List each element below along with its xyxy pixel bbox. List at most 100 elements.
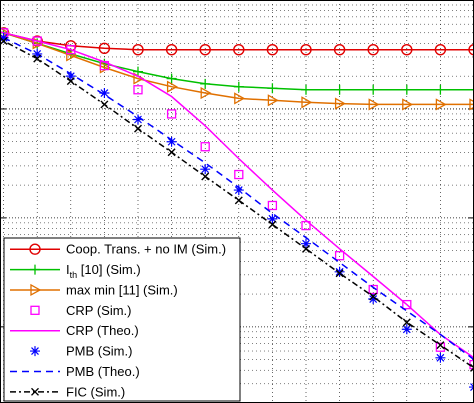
legend-entry: FIC (Sim.) xyxy=(10,384,125,399)
data-point xyxy=(301,96,313,109)
data-point xyxy=(401,84,412,95)
legend-label: CRP (Theo.) xyxy=(66,323,139,338)
data-point xyxy=(233,43,245,56)
legend: Coop. Trans. + no IM (Sim.) Ith [10] (Sim… xyxy=(3,237,241,402)
data-point xyxy=(300,43,312,56)
data-point xyxy=(468,43,474,56)
data-point xyxy=(65,71,76,82)
data-point xyxy=(334,84,345,95)
data-point xyxy=(368,84,379,95)
legend-entry: Ith [10] (Sim.) xyxy=(10,262,141,280)
data-point xyxy=(166,109,177,119)
data-point xyxy=(434,43,447,56)
data-point xyxy=(134,124,142,133)
data-point xyxy=(99,88,110,99)
data-point xyxy=(301,220,311,231)
data-point xyxy=(166,80,178,93)
data-point xyxy=(66,49,78,62)
legend-entry: CRP (Sim.) xyxy=(30,303,131,318)
data-point xyxy=(33,54,42,63)
legend-label: PMB (Theo.) xyxy=(66,364,140,379)
data-point xyxy=(200,164,211,175)
data-point xyxy=(334,266,345,277)
data-point xyxy=(470,363,474,372)
data-point xyxy=(402,299,412,310)
data-point xyxy=(435,98,447,111)
data-point xyxy=(199,43,211,56)
data-point xyxy=(435,352,446,363)
data-point xyxy=(401,43,413,56)
data-point xyxy=(32,36,42,46)
data-point xyxy=(167,148,176,157)
legend-marker xyxy=(30,264,40,275)
data-point xyxy=(66,77,75,86)
data-point xyxy=(200,142,210,152)
data-point xyxy=(266,43,279,56)
series-line-7 xyxy=(0,38,474,369)
data-point xyxy=(302,244,310,253)
data-point xyxy=(268,220,277,229)
legend-marker xyxy=(30,346,40,357)
series-line-2 xyxy=(0,31,474,106)
legend-entry: Coop. Trans. + no IM (Sim.) xyxy=(10,242,226,257)
data-point xyxy=(367,43,379,56)
data-point xyxy=(402,318,411,327)
legend-label: FIC (Sim.) xyxy=(66,384,125,399)
series-layer xyxy=(0,27,474,393)
data-point xyxy=(234,169,244,180)
data-point xyxy=(66,45,76,55)
data-point xyxy=(469,98,474,111)
data-point xyxy=(100,100,109,109)
data-point xyxy=(301,84,311,95)
data-point xyxy=(301,238,311,249)
data-point xyxy=(402,98,414,111)
data-point xyxy=(368,284,378,295)
series-line-0 xyxy=(0,31,474,51)
legend-label: PMB (Sim.) xyxy=(66,344,132,359)
data-point xyxy=(401,324,412,335)
data-point xyxy=(234,92,246,105)
data-point xyxy=(369,292,378,301)
series-4 xyxy=(0,31,474,359)
legend-label: max min [11] (Sim.) xyxy=(66,282,178,297)
legend-label: Ith [10] (Sim.) xyxy=(66,262,141,280)
data-point xyxy=(132,43,144,56)
legend-entry: PMB (Theo.) xyxy=(10,364,140,379)
data-point xyxy=(133,66,143,77)
legend-marker xyxy=(29,243,41,255)
data-point xyxy=(267,213,278,224)
series-3 xyxy=(0,28,474,370)
data-point xyxy=(267,200,278,211)
legend-label: CRP (Sim.) xyxy=(66,303,131,318)
data-point xyxy=(165,43,178,56)
series-6 xyxy=(0,35,474,361)
data-point xyxy=(98,42,111,55)
data-point xyxy=(368,294,379,305)
data-point xyxy=(234,196,243,205)
data-point xyxy=(333,43,346,56)
data-point xyxy=(200,86,212,100)
data-point xyxy=(334,97,346,110)
data-point xyxy=(133,85,143,95)
legend-label: Coop. Trans. + no IM (Sim.) xyxy=(66,242,226,257)
data-point xyxy=(469,84,474,95)
series-7 xyxy=(0,37,474,372)
legend-entry: max min [11] (Sim.) xyxy=(10,282,178,297)
legend-marker xyxy=(30,305,40,315)
series-line-6 xyxy=(0,35,474,361)
data-point xyxy=(335,269,344,278)
legend-marker xyxy=(31,387,39,396)
data-point xyxy=(233,81,244,92)
legend-entry: CRP (Theo.) xyxy=(10,323,139,338)
data-point xyxy=(200,78,211,89)
legend-box xyxy=(3,237,241,402)
data-point xyxy=(267,83,278,94)
data-point xyxy=(166,73,177,84)
data-point xyxy=(267,94,279,107)
data-point xyxy=(368,98,380,111)
data-point xyxy=(0,37,8,46)
data-point xyxy=(133,114,143,125)
data-point xyxy=(233,185,244,196)
data-point xyxy=(436,341,445,350)
